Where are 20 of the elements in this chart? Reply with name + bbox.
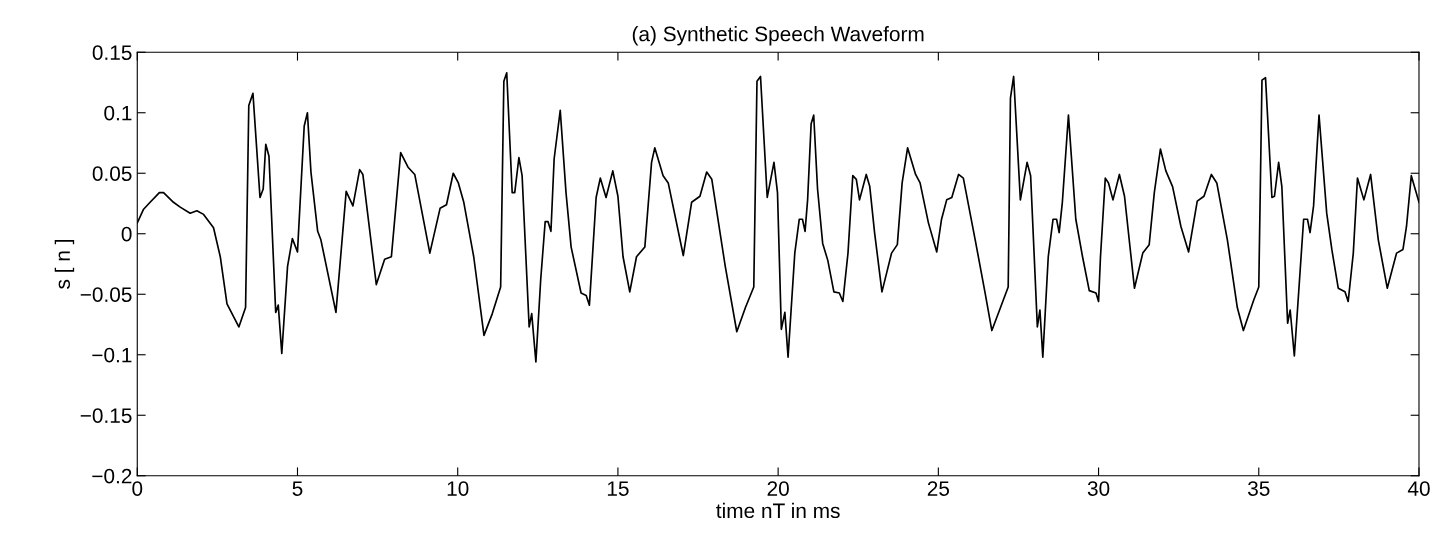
y-tick-label: −0.15 [80, 408, 132, 423]
chart-title: (a) Synthetic Speech Waveform [632, 26, 924, 46]
x-tick-label: 5 [292, 481, 303, 496]
y-tick-label: −0.05 [80, 287, 132, 302]
y-tick-label: −0.1 [92, 347, 132, 363]
y-tick-label: 0.1 [104, 105, 132, 121]
y-tick-label: 0.15 [92, 45, 132, 60]
y-tick-label: 0.05 [92, 166, 132, 181]
x-tick-label: 40 [1407, 481, 1430, 496]
x-tick-label: 25 [927, 481, 950, 496]
x-tick-label: 0 [132, 481, 143, 496]
y-axis-title: s [ n ] [54, 240, 75, 289]
x-axis-title: time nT in ms [716, 502, 840, 519]
x-tick-label: 15 [607, 481, 629, 496]
x-tick-label: 35 [1247, 481, 1270, 496]
y-tick-label: −0.2 [92, 468, 132, 484]
x-tick-label: 10 [447, 481, 469, 496]
y-tick-label: 0 [121, 226, 132, 242]
x-tick-label: 20 [767, 481, 789, 496]
x-tick-label: 30 [1087, 481, 1110, 496]
